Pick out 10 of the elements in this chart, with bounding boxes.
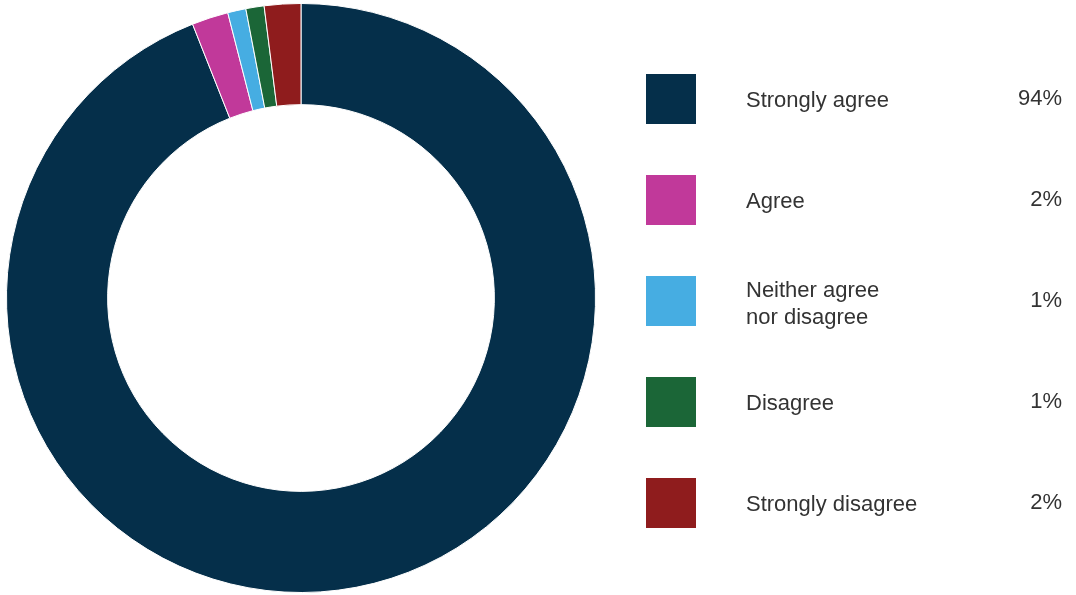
- data-label: 2%: [1030, 185, 1062, 211]
- data-label: 1%: [1030, 387, 1062, 413]
- data-label: 2%: [1030, 488, 1062, 514]
- data-label: 1%: [1030, 286, 1062, 312]
- legend-label: Neither agree nor disagree: [746, 277, 880, 329]
- legend-label: Strongly agree: [746, 87, 890, 112]
- data-label: 94%: [1017, 84, 1062, 110]
- legend-label: Disagree: [746, 390, 835, 415]
- legend-label: Agree: [746, 188, 805, 213]
- legend-label: Strongly disagree: [746, 491, 918, 516]
